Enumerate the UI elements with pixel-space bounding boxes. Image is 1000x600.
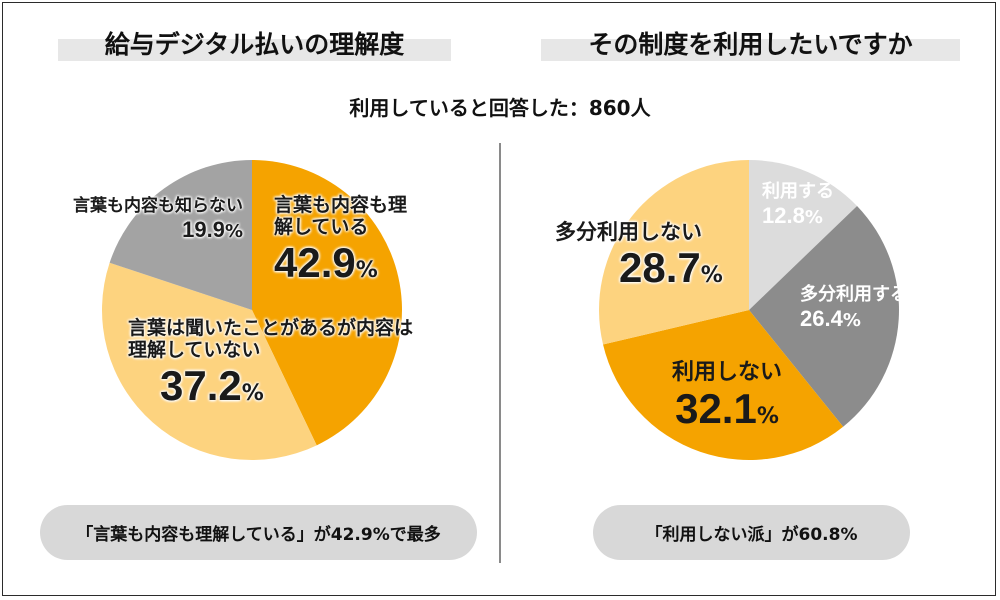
label-understand-both: 言葉も内容も理解している 42.9% <box>274 194 408 286</box>
label-probably-not-use: 多分利用しない 28.7% <box>555 220 723 292</box>
pie-slice-pie-left-1 <box>101 262 317 461</box>
pie-slice-pie-right-1 <box>749 205 899 427</box>
pie-slice-pie-right-2 <box>603 310 844 460</box>
pie-slice-pie-left-0 <box>252 160 403 446</box>
left-summary-pill: 「言葉も内容も理解している」が42.9%で最多 <box>40 505 477 560</box>
label-will-not-use: 利用しない 32.1% <box>671 360 782 433</box>
pie-slice-pie-right-0 <box>749 160 858 310</box>
left-panel-title: 給与デジタル払いの理解度 <box>58 30 451 61</box>
pie-slice-pie-left-2 <box>109 160 252 310</box>
right-panel-title: その制度を利用したいですか <box>541 30 960 61</box>
pie-right <box>599 160 899 460</box>
pie-slice-pie-right-3 <box>599 160 749 345</box>
right-summary-pill: 「利用しない派」が60.8% <box>593 505 910 560</box>
panel-divider <box>499 143 501 563</box>
pie-left <box>101 160 403 461</box>
label-know-nothing: 言葉も内容も知らない 19.9% <box>73 196 243 242</box>
label-probably-use: 多分利用する 26.4% <box>800 284 908 331</box>
label-will-use: 利用する 12.8% <box>762 181 834 228</box>
respondent-count: 利用していると回答した：860人 <box>349 96 651 120</box>
label-heard-not-understand: 言葉は聞いたことがあるが内容は理解していない 37.2% <box>128 317 414 409</box>
